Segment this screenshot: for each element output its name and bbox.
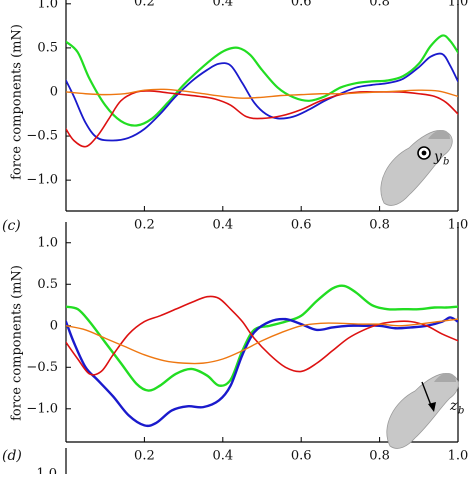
panel-c-series-line-1 — [66, 316, 458, 428]
panel-c-axis-arrow-head — [428, 402, 436, 412]
panel-b-series-line-1 — [66, 52, 458, 142]
panel-b-xtick-label-0: 0.2 — [134, 218, 155, 233]
panel-b-series-line-0 — [66, 34, 458, 127]
panel-d-label: (d) — [2, 448, 22, 464]
panel-b-xtick-label-1: 0.4 — [212, 218, 233, 233]
panel-d-ytick-label-0: 1.0 — [36, 467, 57, 475]
panel-c-inset-axis-subscript: b — [458, 406, 464, 417]
panel-c-ytick-label-4: 1.0 — [37, 235, 58, 250]
panel-b-y-axis-label: force components (mN) — [10, 24, 25, 180]
panel-c-xtick-label-3: 0.8 — [369, 449, 390, 464]
panel-b-ytick-label-1: −0.5 — [26, 129, 58, 144]
panel-c-ytick-label-3: 0.5 — [37, 277, 58, 292]
panel-b-axis-marker-dot — [421, 150, 427, 156]
panel-b-series-line-2 — [66, 90, 458, 148]
panel-c-ytick-label-0: −1.0 — [26, 401, 58, 416]
panel-b-ytick-label-4: 1.0 — [37, 0, 58, 11]
panel-b-inset-axis-label: y — [433, 149, 443, 165]
panel-c-inset-axis-label: z — [449, 398, 458, 414]
panel-b-ytick-label-0: −1.0 — [26, 173, 58, 188]
panel-b-xtick-label-3: 0.8 — [369, 218, 390, 233]
panel-b-top-tick-label-4: 1.0 — [448, 0, 469, 10]
panel-c-insect-head — [434, 373, 456, 382]
panel-b-insect-silhouette — [380, 130, 453, 206]
panel-c-xtick-label-0: 0.2 — [134, 449, 155, 464]
panel-c-label: (c) — [2, 218, 21, 234]
panel-c-xtick-label-4: 1.0 — [448, 449, 469, 464]
panel-c-xtick-label-1: 0.4 — [212, 449, 233, 464]
panel-c-ytick-label-1: −0.5 — [26, 360, 58, 375]
panel-b-ytick-label-3: 0.5 — [37, 40, 58, 55]
panel-c-series-line-0 — [66, 284, 458, 392]
panel-b-top-tick-label-1: 0.4 — [212, 0, 233, 10]
panel-c-series-line-3 — [66, 318, 458, 365]
panel-c-xtick-label-2: 0.6 — [291, 449, 312, 464]
panel-c-y-axis-label: force components (mN) — [10, 265, 25, 421]
panel-b-top-tick-label-2: 0.6 — [291, 0, 312, 10]
panel-b-insect-head — [428, 130, 450, 139]
panel-b-inset-axis-subscript: b — [443, 157, 449, 168]
panel-b-top-tick-label-3: 0.8 — [369, 0, 390, 10]
panel-b-series-line-3 — [66, 88, 458, 99]
panel-c-ytick-label-2: 0 — [50, 318, 58, 333]
panel-b-top-tick-label-0: 0.2 — [134, 0, 155, 10]
panel-b-xtick-label-2: 0.6 — [291, 218, 312, 233]
panel-c-insect-silhouette — [386, 373, 459, 449]
panel-b-ytick-label-2: 0 — [50, 84, 58, 99]
